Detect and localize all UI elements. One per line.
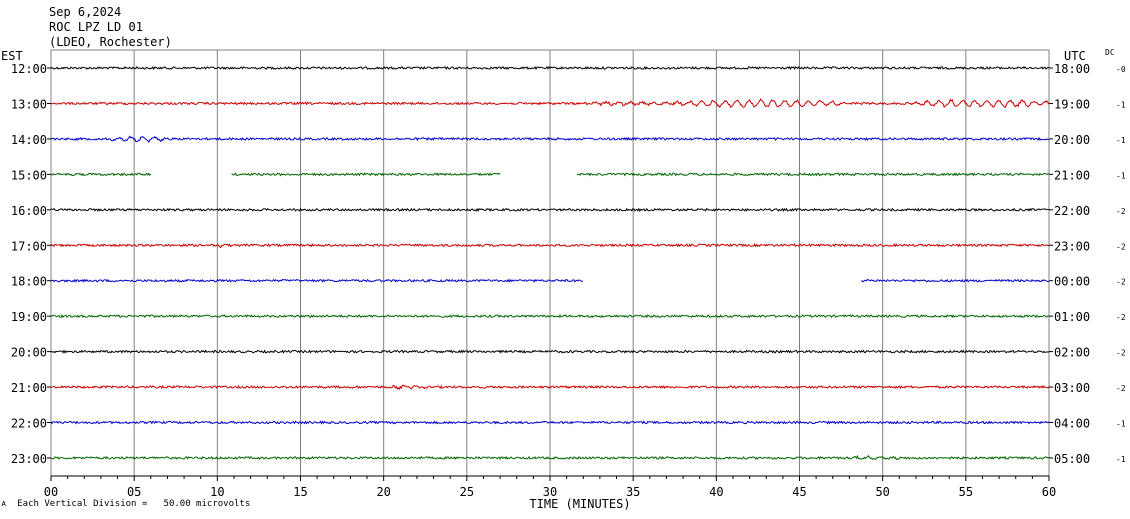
dc-offset-label: -2 [1116, 242, 1126, 251]
utc-hour-label: 04:00 [1054, 417, 1090, 431]
dc-offset-label: -2 [1116, 349, 1126, 358]
dc-offset-label: -1 [1116, 171, 1126, 180]
utc-hour-label: 01:00 [1054, 310, 1090, 324]
est-hour-label: 22:00 [11, 417, 47, 431]
x-axis: 00 05 10 15 20 25 30 35 40 45 50 55 60 TIME (MINUTES) [44, 475, 1056, 511]
est-hour-label: 15:00 [11, 168, 47, 182]
est-hour-label: 18:00 [11, 275, 47, 289]
x-tick-label: 15 [293, 485, 307, 499]
left-timezone-label: EST [1, 49, 23, 63]
trace-1400 [50, 135, 1050, 144]
est-hour-label: 20:00 [11, 346, 47, 360]
trace-2100 [50, 384, 1050, 391]
est-hour-label: 19:00 [11, 310, 47, 324]
grid-lines [50, 49, 1050, 477]
x-axis-title: TIME (MINUTES) [529, 497, 630, 511]
utc-hour-label: 00:00 [1054, 275, 1090, 289]
dc-offset-label: -0 [1116, 65, 1126, 74]
trace-2200 [50, 420, 1050, 425]
trace-1500 [51, 172, 1050, 177]
x-tick-label: 55 [959, 485, 973, 499]
trace-1200 [50, 65, 1050, 71]
x-tick-label: 40 [709, 485, 723, 499]
dc-offset-label: -1 [1116, 455, 1126, 464]
dc-offset-label: -2 [1116, 384, 1126, 393]
x-tick-label: 20 [376, 485, 390, 499]
scale-note: Each Vertical Division = 50.00 microvolt… [17, 499, 251, 509]
x-tick-label: 45 [792, 485, 806, 499]
trace-1700 [50, 243, 1050, 249]
trace-1300 [50, 98, 1050, 109]
row-labels: 12:00 18:00 -0 13:00 19:00 -1 14:00 20:00 -1 15:0… [11, 62, 1126, 466]
utc-hour-label: 23:00 [1054, 239, 1090, 253]
est-hour-label: 14:00 [11, 133, 47, 147]
est-hour-label: 21:00 [11, 381, 47, 395]
scale-footnote: ᴀ Each Vertical Division = 50.00 microvo… [1, 499, 250, 510]
right-timezone-label: UTC [1064, 49, 1086, 63]
dc-offset-label: -2 [1116, 207, 1126, 216]
utc-hour-label: 03:00 [1054, 381, 1090, 395]
est-hour-label: 12:00 [11, 62, 47, 76]
est-hour-label: 23:00 [11, 452, 47, 466]
dc-offset-label: -1 [1116, 100, 1126, 109]
x-tick-label: 60 [1042, 485, 1056, 499]
est-hour-label: 16:00 [11, 204, 47, 218]
trace-2300 [50, 454, 1050, 461]
utc-hour-label: 18:00 [1054, 62, 1090, 76]
trace-1800 [50, 278, 1050, 283]
x-tick-label: 00 [44, 485, 58, 499]
dc-offset-label: -1 [1116, 136, 1126, 145]
trace-lines [50, 65, 1050, 461]
dc-column-label: DC [1105, 48, 1115, 57]
network-name: (LDEO, Rochester) [49, 35, 172, 49]
x-tick-label: 50 [875, 485, 889, 499]
dc-offset-label: -2 [1116, 313, 1126, 322]
utc-hour-label: 05:00 [1054, 452, 1090, 466]
utc-hour-label: 21:00 [1054, 168, 1090, 182]
est-hour-label: 17:00 [11, 239, 47, 253]
trace-2000 [50, 349, 1050, 354]
utc-hour-label: 22:00 [1054, 204, 1090, 218]
x-tick-label: 25 [460, 485, 474, 499]
x-tick-label: 35 [626, 485, 640, 499]
est-hour-label: 13:00 [11, 97, 47, 111]
dc-offset-label: -2 [1116, 278, 1126, 287]
dc-offset-label: -1 [1116, 420, 1126, 429]
utc-hour-label: 02:00 [1054, 346, 1090, 360]
plot-date: Sep 6,2024 [49, 5, 122, 19]
x-tick-label: 05 [127, 485, 141, 499]
utc-hour-label: 20:00 [1054, 133, 1090, 147]
utc-hour-label: 19:00 [1054, 97, 1090, 111]
scale-marker: ᴀ [1, 499, 7, 509]
x-tick-label: 30 [543, 485, 557, 499]
station-code: ROC LPZ LD 01 [49, 20, 143, 34]
trace-1900 [50, 313, 1050, 319]
trace-1600 [50, 207, 1050, 213]
x-tick-label: 10 [210, 485, 224, 499]
